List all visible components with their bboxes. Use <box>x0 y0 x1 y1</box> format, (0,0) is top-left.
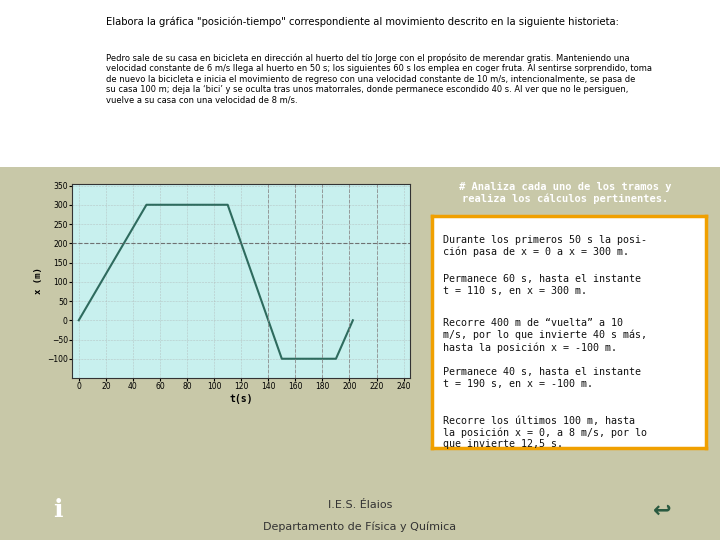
Text: i: i <box>53 498 63 522</box>
Text: Recorre 400 m de “vuelta” a 10
m/s, por lo que invierte 40 s más,
hasta la posic: Recorre 400 m de “vuelta” a 10 m/s, por … <box>443 318 647 353</box>
X-axis label: t(s): t(s) <box>230 394 253 404</box>
Text: # Analiza cada uno de los tramos y
realiza los cálculos pertinentes.: # Analiza cada uno de los tramos y reali… <box>459 182 672 204</box>
Text: 12: 12 <box>28 89 66 118</box>
Text: Recorre los últimos 100 m, hasta
la posición x = 0, a 8 m/s, por lo
que invierte: Recorre los últimos 100 m, hasta la posi… <box>443 416 647 449</box>
Text: ↩: ↩ <box>653 500 672 521</box>
Y-axis label: x (m): x (m) <box>34 267 42 294</box>
Text: Permanece 60 s, hasta el instante
t = 110 s, en x = 300 m.: Permanece 60 s, hasta el instante t = 11… <box>443 274 641 296</box>
Text: Departamento de Física y Química: Departamento de Física y Química <box>264 521 456 532</box>
Text: I.E.S. Élaios: I.E.S. Élaios <box>328 500 392 510</box>
Text: Permanece 40 s, hasta el instante
t = 190 s, en x = -100 m.: Permanece 40 s, hasta el instante t = 19… <box>443 367 641 389</box>
Text: Pedro sale de su casa en bicicleta en dirección al huerto del tío Jorge con el p: Pedro sale de su casa en bicicleta en di… <box>106 53 652 105</box>
Text: Elabora la gráfica "posición-tiempo" correspondiente al movimiento descrito en l: Elabora la gráfica "posición-tiempo" cor… <box>106 17 619 27</box>
Text: Durante los primeros 50 s la posi-
ción pasa de x = 0 a x = 300 m.: Durante los primeros 50 s la posi- ción … <box>443 234 647 257</box>
